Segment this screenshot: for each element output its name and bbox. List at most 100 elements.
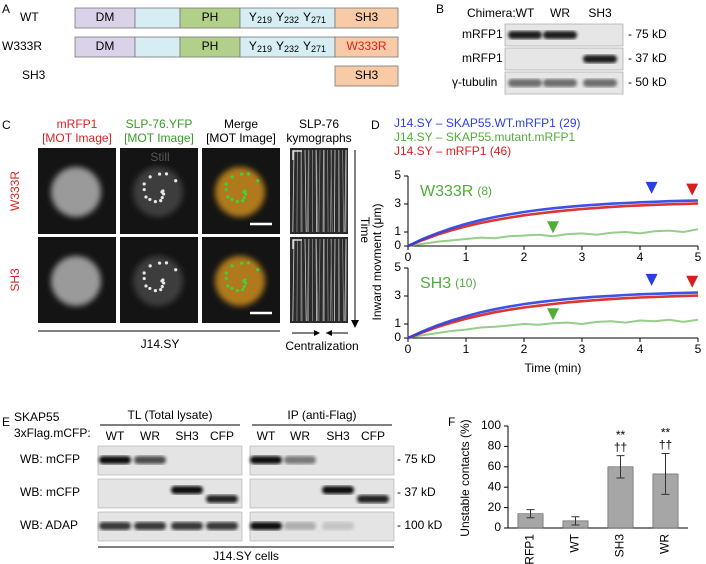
spot — [153, 200, 158, 204]
blot — [97, 478, 243, 509]
spot — [244, 281, 248, 285]
error-bar — [526, 509, 535, 519]
panel-letter: D — [371, 118, 380, 132]
x-tick-label: 5 — [695, 250, 702, 264]
y-tick-label: 0 — [494, 520, 501, 534]
spot — [226, 284, 230, 288]
residue: Y — [303, 10, 311, 24]
band — [322, 522, 354, 530]
x-tick-label: 4 — [637, 342, 644, 356]
lane-label: SH3 — [588, 6, 612, 20]
spot — [148, 286, 152, 291]
x-tick-label: 1 — [463, 250, 470, 264]
column-title: SLP-76.YFP — [126, 117, 193, 131]
spot — [230, 175, 234, 179]
spot — [244, 192, 248, 196]
significance: ** — [616, 428, 626, 442]
y-axis-label: Unstable contacts (%) — [458, 419, 472, 536]
x-tick-label: 5 — [695, 342, 702, 356]
spot — [148, 197, 152, 202]
row-label: WB: mCFP — [20, 485, 80, 499]
panel-letter: E — [2, 415, 10, 429]
size-marker: - 50 kD — [628, 75, 667, 89]
spot — [162, 281, 166, 285]
row-label: γ-tubulin — [452, 75, 497, 89]
kymo-track — [345, 238, 347, 322]
lane-label: CFP — [361, 429, 385, 443]
kymo-track — [308, 238, 310, 322]
spot — [239, 261, 244, 265]
arrowhead — [314, 330, 320, 336]
y-tick-label: 5 — [394, 168, 401, 182]
y-tick-label: 0 — [394, 238, 401, 252]
y-tick-label: 80 — [488, 439, 502, 453]
kymo-track — [342, 149, 345, 233]
kymo-track — [318, 238, 321, 322]
residue: Y — [303, 39, 311, 53]
series-line — [407, 199, 699, 248]
blot-header: SKAP55 — [14, 410, 60, 424]
kymo-track — [334, 149, 336, 233]
row-label: WB: ADAP — [20, 518, 78, 532]
band — [134, 456, 166, 464]
arrowhead-marker — [645, 181, 658, 194]
kymo-track — [301, 149, 303, 233]
spot — [157, 172, 162, 176]
y-tick-label: 100 — [481, 418, 501, 432]
sample-size: (8) — [477, 184, 492, 198]
arrowhead — [326, 330, 332, 336]
kymo-track — [342, 238, 345, 322]
kymo-scale — [292, 150, 302, 160]
band — [543, 31, 577, 39]
spot — [164, 172, 169, 176]
plot-label: SH3 (10) — [420, 275, 476, 292]
band — [357, 495, 389, 503]
spot — [160, 195, 164, 200]
y-axis-label: Inward movment (μm) — [370, 204, 384, 321]
cell-line-label: J14.SY cells — [213, 549, 279, 563]
x-tick-label: 3 — [579, 250, 586, 264]
blot — [504, 47, 624, 71]
cell — [51, 167, 101, 217]
lane-label: WR — [550, 6, 570, 20]
band — [171, 522, 203, 530]
panel-letter: F — [448, 415, 455, 429]
size-marker: - 37 kD — [628, 51, 667, 65]
y-tick-label: 5 — [394, 260, 401, 274]
domain — [334, 36, 399, 58]
domain-label: DM — [96, 39, 115, 53]
band — [99, 456, 131, 464]
size-marker: - 75 kD — [628, 27, 667, 41]
residue-number: 232 — [284, 15, 299, 25]
x-tick-label: 4 — [637, 250, 644, 264]
spot — [224, 182, 228, 186]
spot — [230, 286, 234, 291]
blot — [249, 478, 395, 509]
spot — [157, 261, 162, 265]
cell-line-label: J14.SY — [141, 337, 180, 351]
kymo-track — [296, 238, 298, 322]
arrowhead-marker — [547, 308, 559, 321]
domain-label: SH3 — [355, 68, 379, 82]
kymo-track — [318, 149, 321, 233]
band — [508, 31, 542, 39]
series-line — [407, 291, 699, 340]
row-label: W333R — [2, 39, 42, 53]
domain — [334, 65, 399, 87]
arrowhead-marker — [686, 275, 699, 288]
kymo-track — [338, 149, 340, 233]
kymo-track — [345, 149, 347, 233]
column-title: SLP-76 — [299, 117, 339, 131]
band — [99, 522, 131, 530]
residue: Y — [249, 39, 257, 53]
spot — [174, 268, 178, 272]
spot — [256, 268, 260, 272]
band — [583, 55, 617, 63]
x-tick-label: 0 — [405, 342, 412, 356]
kymo-track — [322, 149, 324, 233]
domain — [334, 7, 399, 29]
kymo-track — [316, 238, 319, 322]
kymo-track — [296, 149, 298, 233]
lane-label: SH3 — [175, 429, 199, 443]
spot — [242, 195, 246, 200]
